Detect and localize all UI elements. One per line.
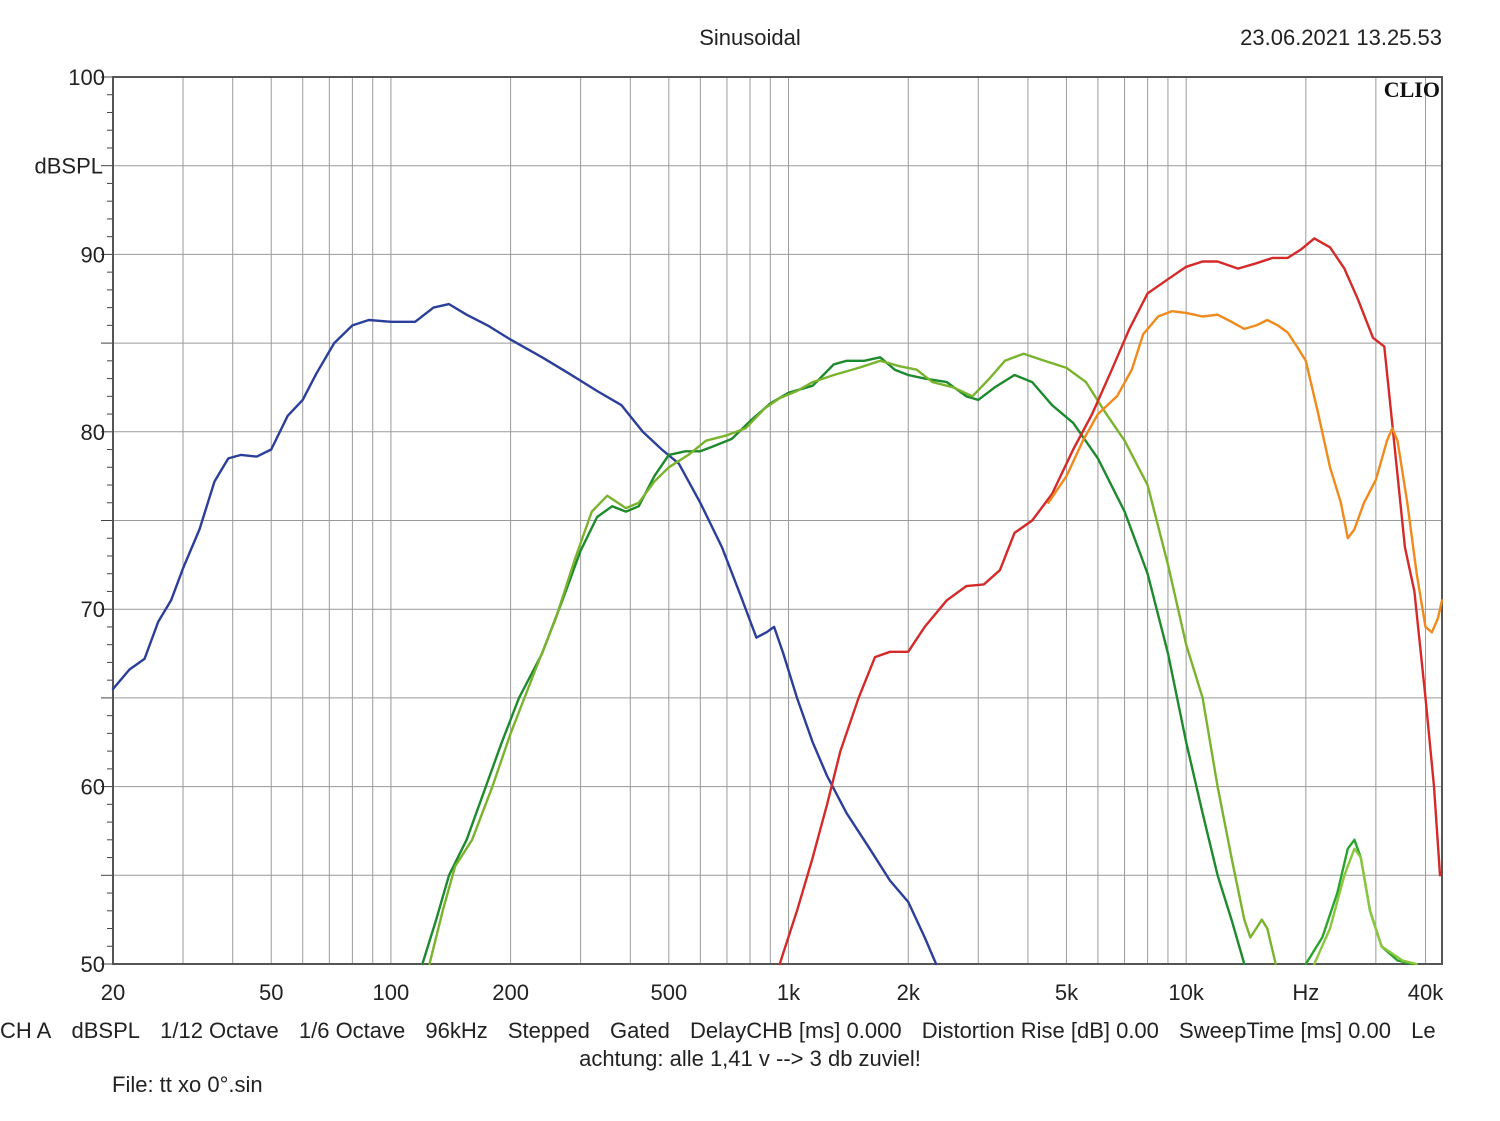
- y-tick-label: 100: [68, 65, 105, 90]
- series-line-7: [1047, 310, 1444, 634]
- chart-title: Sinusoidal: [699, 25, 801, 50]
- y-axis-label: dBSPL: [35, 154, 104, 179]
- y-tick-label: 80: [81, 420, 105, 445]
- series-line-3: [428, 352, 1277, 966]
- measurement-datetime: 23.06.2021 13.25.53: [1240, 25, 1442, 50]
- status-distortion: Distortion Rise [dB] 0.00: [921, 1018, 1159, 1043]
- status-smoothing-1: 1/12 Octave: [160, 1018, 279, 1043]
- status-bar: CH A dBSPL 1/12 Octave 1/6 Octave 96kHz …: [0, 1018, 1450, 1044]
- status-smoothing-2: 1/6 Octave: [298, 1018, 406, 1043]
- series-line-5: [1313, 847, 1418, 966]
- plot-frame: [112, 76, 1443, 965]
- x-tick-label: 10k: [1168, 980, 1204, 1005]
- x-tick-label: 20: [101, 980, 125, 1005]
- x-tick-label: 200: [492, 980, 529, 1005]
- status-unit: dBSPL: [71, 1018, 140, 1043]
- y-tick-label: 60: [81, 775, 105, 800]
- y-tick-label: 70: [81, 597, 105, 622]
- x-tick-label: 5k: [1055, 980, 1079, 1005]
- x-tick-label: 2k: [897, 980, 921, 1005]
- status-gating: Gated: [609, 1018, 670, 1043]
- x-tick-label: 100: [373, 980, 410, 1005]
- status-truncated: Le: [1411, 1018, 1436, 1043]
- brand-logo: CLIO: [1384, 77, 1440, 102]
- y-tick-label: 50: [81, 952, 105, 977]
- status-sweeptime: SweepTime [ms] 0.00: [1179, 1018, 1391, 1043]
- series-line-1: [111, 302, 938, 966]
- status-samplerate: 96kHz: [425, 1018, 488, 1043]
- series-line-4: [1304, 838, 1414, 966]
- file-name: File: tt xo 0°.sin: [112, 1072, 263, 1097]
- status-delay: DelayCHB [ms] 0.000: [690, 1018, 902, 1043]
- x-tick-label: 40k: [1408, 980, 1444, 1005]
- x-tick-label: 50: [259, 980, 283, 1005]
- x-tick-label: 500: [650, 980, 687, 1005]
- series-line-6: [778, 237, 1442, 966]
- status-channel: CH A: [0, 1018, 52, 1043]
- measurement-note: achtung: alle 1,41 v --> 3 db zuviel!: [579, 1046, 921, 1071]
- y-tick-label: 90: [81, 242, 105, 267]
- status-mode: Stepped: [507, 1018, 590, 1043]
- x-tick-label: 1k: [777, 980, 801, 1005]
- x-tick-label: Hz: [1292, 980, 1319, 1005]
- frequency-response-chart: 100 90 80 70 60 50 dBSPL 20 50 100 200 500 1k 2k 5k 10k…: [35, 65, 1445, 1005]
